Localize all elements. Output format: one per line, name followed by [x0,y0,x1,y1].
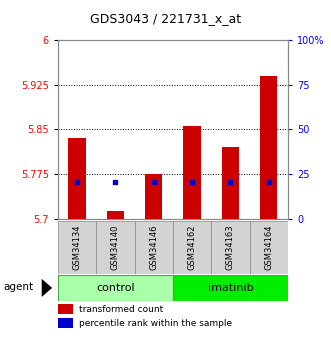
FancyArrow shape [42,279,52,297]
Text: GDS3043 / 221731_x_at: GDS3043 / 221731_x_at [90,12,241,25]
Bar [211,221,250,274]
Bar [96,221,135,274]
Text: GSM34140: GSM34140 [111,225,120,270]
Bar [222,147,239,219]
Text: agent: agent [3,282,33,292]
Bar [58,318,73,328]
Bar [69,138,86,219]
Text: GSM34146: GSM34146 [149,225,158,270]
Text: GSM34162: GSM34162 [188,225,197,270]
Text: GSM34164: GSM34164 [264,225,273,270]
Bar [250,221,288,274]
Bar [173,275,288,301]
Text: GSM34163: GSM34163 [226,225,235,270]
Bar [58,305,73,314]
Bar [135,221,173,274]
Bar [173,221,211,274]
Text: percentile rank within the sample: percentile rank within the sample [79,319,232,328]
Bar [58,275,173,301]
Bar [145,174,163,219]
Bar [58,221,96,274]
Bar [107,211,124,219]
Text: control: control [96,283,135,293]
Bar [183,126,201,219]
Bar [260,76,277,219]
Text: GSM34134: GSM34134 [72,225,82,270]
Text: transformed count: transformed count [79,305,163,314]
Text: imatinib: imatinib [208,283,253,293]
